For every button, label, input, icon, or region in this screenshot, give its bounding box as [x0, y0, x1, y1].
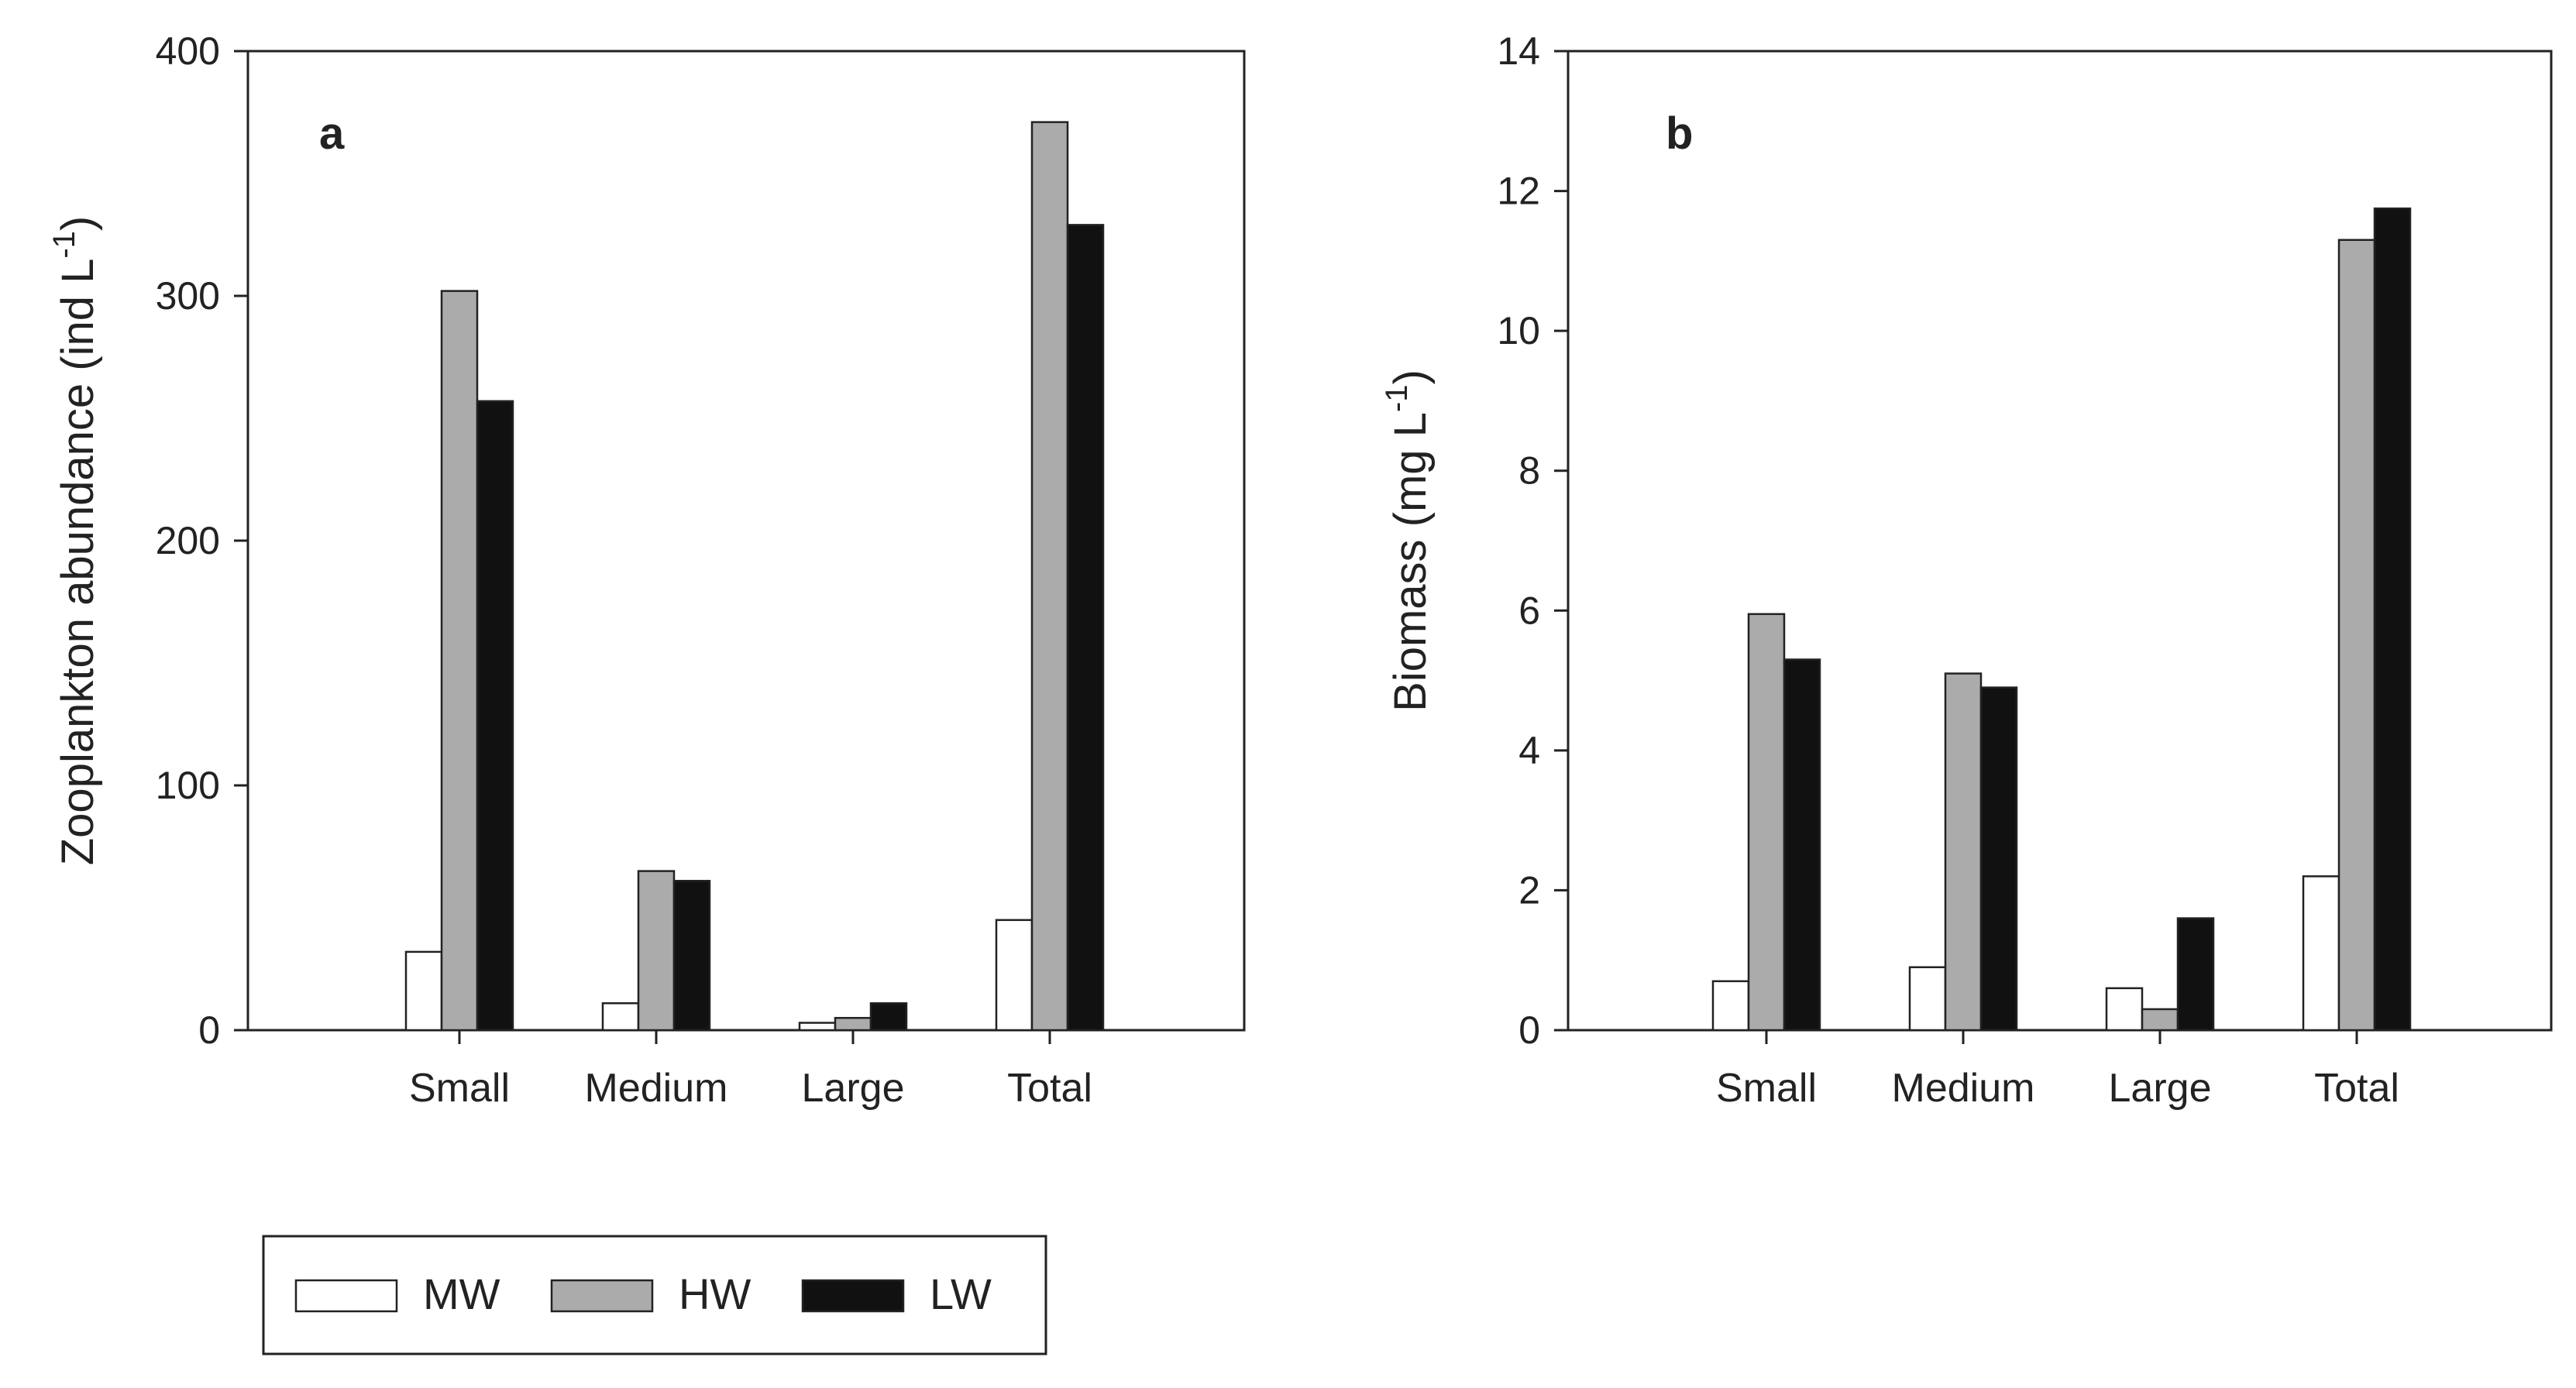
panel-a-bars [404, 121, 1105, 1032]
panel-a-bar-medium-mw [601, 1001, 640, 1032]
panel-a-bar-large-hw [834, 1016, 872, 1032]
panel-a-category-label: Large [802, 1066, 905, 1111]
panel-b-bar-small-hw [1747, 613, 1786, 1032]
panel-b-category-label: Small [1716, 1066, 1817, 1111]
legend-swatch-mw [294, 1279, 398, 1313]
panel-b-bar-medium-mw [1908, 966, 1947, 1032]
panel-a-bar-large-mw [798, 1022, 837, 1032]
panel-a-y-tick-label: 0 [198, 1008, 220, 1052]
panel-b-bar-large-hw [2141, 1008, 2179, 1032]
panel-b-bar-small-mw [1711, 980, 1750, 1032]
panel-a-category-labels: Small Medium Large Total [409, 1066, 1092, 1111]
panel-a-bar-small-mw [404, 950, 443, 1032]
panel-b-plot-frame [1567, 50, 2553, 1032]
panel-b-y-tick-label: 14 [1497, 29, 1540, 73]
panel-b-letter: b [1666, 108, 1693, 159]
panel-a-bar-small-lw [476, 400, 514, 1032]
panel-b-y-tick-label: 0 [1518, 1008, 1540, 1052]
panel-a-y-tick-label: 100 [156, 764, 220, 807]
legend-label-mw: MW [423, 1269, 500, 1318]
panel-a-y-axis-title: Zooplankton abundance (ind L-1) [47, 216, 103, 866]
legend: MW HW LW [262, 1235, 1047, 1355]
panel-b-y-tick-label: 8 [1518, 449, 1540, 493]
panel-b-category-label: Total [2314, 1066, 2399, 1111]
panel-a-bar-total-lw [1066, 224, 1105, 1032]
panel-a-abundance-chart: a Zooplankton abundance (ind L-1) 0 100 20… [47, 29, 1246, 1111]
panel-b-bar-medium-lw [1979, 686, 2018, 1032]
legend-label-lw: LW [930, 1269, 992, 1318]
panel-b-bar-total-lw [2373, 207, 2412, 1032]
panel-a-y-tick-label: 400 [156, 29, 220, 73]
panel-b-y-tick-label: 2 [1518, 868, 1540, 912]
panel-a-bar-total-hw [1030, 121, 1069, 1032]
panel-b-y-axis-title-superscript: -1 [1380, 384, 1414, 412]
panel-a-y-ticks: 0 100 200 300 400 [156, 29, 1051, 1052]
panel-a-category-label: Small [409, 1066, 510, 1111]
panel-b-y-ticks: 0 2 4 6 8 10 12 14 [1497, 29, 2358, 1052]
panel-b-y-tick-label: 10 [1497, 309, 1540, 352]
panel-b-bar-total-mw [2302, 875, 2340, 1032]
panel-a-category-label: Total [1007, 1066, 1092, 1111]
panel-b-y-axis-title: Biomass (mg L-1) [1380, 369, 1436, 712]
panel-a-letter: a [319, 108, 345, 159]
panel-b-category-labels: Small Medium Large Total [1716, 1066, 2399, 1111]
panel-a-bar-medium-lw [672, 879, 711, 1032]
panel-a-category-label: Medium [585, 1066, 728, 1111]
panel-b-y-axis-title-close: ) [1385, 369, 1436, 384]
panel-a-y-axis-title-close: ) [53, 216, 103, 231]
panel-a-bar-large-lw [869, 1001, 908, 1032]
panel-a-y-axis-title-main: Zooplankton abundance (ind L [53, 259, 103, 866]
panel-b-bar-medium-hw [1944, 672, 1983, 1032]
panel-a-bar-medium-hw [637, 870, 676, 1032]
legend-swatch-lw [801, 1279, 905, 1313]
panel-b-y-tick-label: 12 [1497, 170, 1540, 213]
legend-swatch-hw [550, 1279, 654, 1313]
panel-b-bar-large-lw [2176, 917, 2215, 1032]
panel-b-category-label: Medium [1892, 1066, 2035, 1111]
panel-a-y-tick-label: 200 [156, 519, 220, 562]
panel-b-biomass-chart: b Biomass (mg L-1) 0 2 4 6 8 10 12 14 Small Medi… [1380, 29, 2553, 1111]
legend-label-hw: HW [679, 1269, 751, 1318]
panel-b-bar-large-mw [2105, 987, 2144, 1032]
panel-b-category-label: Large [2109, 1066, 2212, 1111]
panel-b-bars [1711, 207, 2412, 1032]
panel-b-y-tick-label: 4 [1518, 729, 1540, 772]
legend-frame [262, 1235, 1047, 1355]
panel-b-y-axis-title-main: Biomass (mg L [1385, 412, 1436, 712]
panel-a-bar-total-mw [995, 919, 1033, 1032]
panel-b-y-tick-label: 6 [1518, 589, 1540, 632]
panel-b-bar-total-hw [2337, 239, 2376, 1032]
panel-a-y-axis-title-superscript: -1 [47, 231, 81, 259]
panel-a-y-tick-label: 300 [156, 274, 220, 318]
panel-b-bar-small-lw [1783, 658, 1821, 1032]
panel-a-bar-small-hw [440, 290, 479, 1032]
